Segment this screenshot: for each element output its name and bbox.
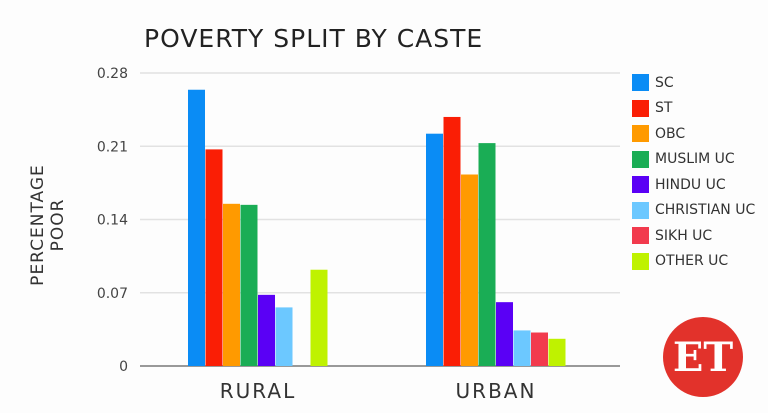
bar-rural-sc: [188, 89, 205, 366]
x-category-label: URBAN: [456, 379, 537, 403]
legend-swatch: [632, 99, 649, 117]
legend-swatch: [632, 74, 649, 92]
legend-item: OTHER UC: [632, 249, 755, 275]
bar-urban-st: [443, 116, 461, 366]
legend-item: SIKH UC: [632, 223, 755, 249]
legend-swatch: [632, 227, 649, 245]
y-tick-label: 0.21: [97, 139, 128, 155]
bar-rural-hindu-uc: [258, 294, 275, 366]
y-tick-label: 0.28: [97, 66, 128, 82]
legend-label: OBC: [655, 125, 686, 142]
legend-swatch: [632, 176, 649, 194]
legend-label: SC: [655, 74, 674, 91]
bar-urban-hindu-uc: [496, 302, 513, 366]
legend-item: CHRISTIAN UC: [632, 198, 755, 224]
bar-rural-christian-uc: [275, 307, 293, 366]
bar-urban-sikh-uc: [531, 332, 548, 366]
legend-label: SIKH UC: [655, 227, 713, 244]
bar-urban-christian-uc: [513, 330, 531, 366]
legend-swatch: [632, 201, 649, 219]
chart-title: POVERTY SPLIT BY CASTE: [144, 24, 484, 53]
y-tick-label: 0.14: [97, 213, 128, 229]
legend: SC ST OBC MUSLIM UC HINDU UC CHRISTIAN UC SIKH…: [632, 70, 755, 274]
legend-item: MUSLIM UC: [632, 147, 755, 173]
legend-label: MUSLIM UC: [655, 151, 735, 168]
legend-label: OTHER UC: [655, 253, 729, 270]
bar-urban-muslim-uc: [478, 143, 496, 366]
x-category-label: RURAL: [220, 379, 296, 403]
legend-swatch: [632, 252, 649, 270]
bar-rural-st: [205, 149, 223, 366]
y-tick-label: 0.07: [97, 286, 128, 302]
legend-item: OBC: [632, 121, 755, 147]
bar-urban-other-uc: [548, 338, 566, 366]
legend-label: ST: [655, 100, 673, 117]
logo-text: ET: [672, 333, 734, 381]
bar-rural-other-uc: [310, 269, 328, 366]
legend-label: CHRISTIAN UC: [655, 202, 756, 219]
legend-swatch: [632, 125, 649, 143]
bar-rural-obc: [223, 203, 240, 366]
legend-swatch: [632, 150, 649, 168]
legend-item: SC: [632, 70, 755, 96]
bar-rural-muslim-uc: [240, 204, 258, 366]
y-tick-label: 0: [119, 359, 128, 375]
legend-label: HINDU UC: [655, 176, 726, 193]
bar-urban-obc: [461, 174, 478, 366]
bar-urban-sc: [426, 133, 443, 366]
et-logo: ET: [663, 317, 743, 397]
legend-item: ST: [632, 96, 755, 122]
legend-item: HINDU UC: [632, 172, 755, 198]
